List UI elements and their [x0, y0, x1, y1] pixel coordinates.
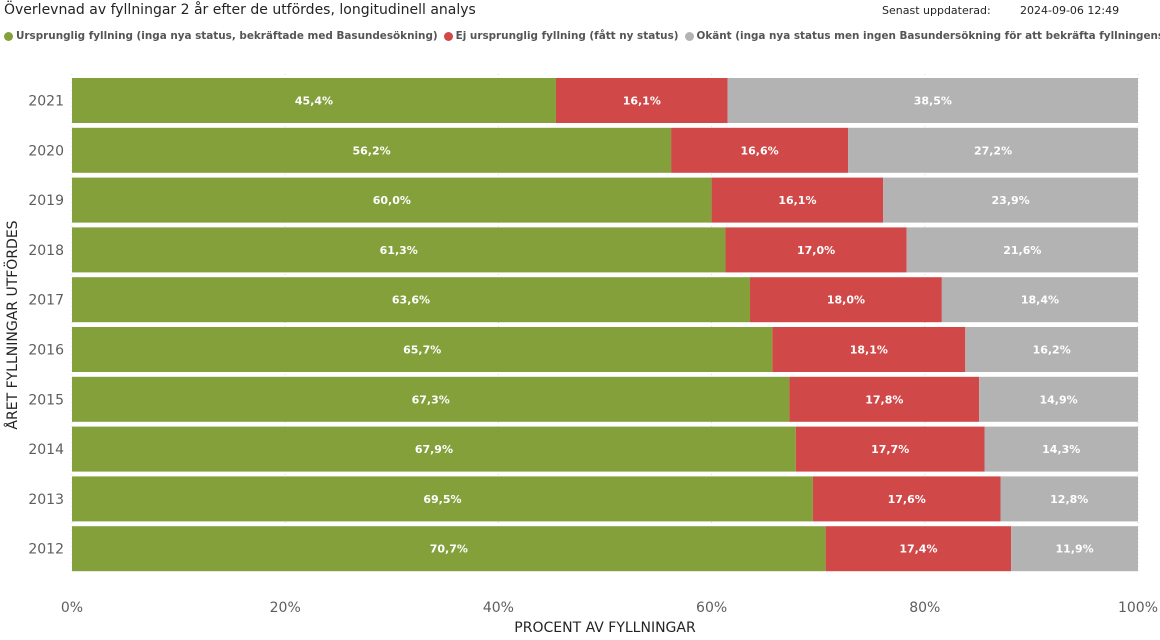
data-label: 17,4%	[899, 543, 937, 556]
data-label: 67,9%	[415, 443, 453, 456]
x-tick-label: 60%	[696, 600, 727, 616]
bar-segment[interactable]	[812, 476, 1001, 522]
bar-segment[interactable]	[72, 376, 790, 422]
x-tick-label: 100%	[1118, 600, 1158, 616]
legend-dot-icon	[4, 31, 13, 41]
bar-segment[interactable]	[749, 277, 942, 323]
y-axis-title: ÅRET FYLLNINGAR UTFÖRDES	[3, 220, 21, 429]
legend-item-not-original-filling[interactable]: Ej ursprunglig fyllning (fått ny status)	[443, 30, 679, 42]
y-tick-labels: 2021 2020 2019 2018 2017 2016 2015 2014 2013 2012	[28, 94, 64, 558]
data-label: 16,2%	[1033, 344, 1071, 357]
chart-title: Överlevnad av fyllningar 2 år efter de u…	[4, 2, 476, 18]
data-label: 18,0%	[827, 294, 865, 307]
data-label: 14,3%	[1042, 443, 1080, 456]
data-label: 17,7%	[871, 443, 909, 456]
bar-segment[interactable]	[72, 227, 726, 273]
data-label: 67,3%	[412, 393, 450, 406]
data-label: 16,1%	[623, 95, 661, 108]
bar-segment[interactable]	[1000, 476, 1138, 522]
y-tick-label: 2017	[28, 293, 64, 309]
x-tick-label: 0%	[61, 600, 83, 616]
bar-segment[interactable]	[883, 177, 1138, 223]
data-label: 65,7%	[403, 344, 441, 357]
bar-segment[interactable]	[984, 426, 1138, 472]
bar-segment[interactable]	[965, 327, 1138, 372]
bar-segment[interactable]	[72, 476, 813, 522]
data-label: 56,2%	[352, 144, 390, 157]
bar-segment[interactable]	[825, 526, 1012, 572]
bar-segment[interactable]	[979, 376, 1138, 422]
data-label: 17,6%	[888, 493, 926, 506]
data-label: 12,8%	[1050, 493, 1088, 506]
data-label: 69,5%	[423, 493, 461, 506]
data-label: 60,0%	[373, 194, 411, 207]
data-label: 21,6%	[1003, 244, 1041, 257]
data-label: 70,7%	[430, 543, 468, 556]
bar-segment[interactable]	[671, 127, 849, 173]
bar-segment[interactable]	[72, 127, 672, 173]
data-label: 16,6%	[740, 144, 778, 157]
legend-item-original-filling[interactable]: Ursprunglig fyllning (inga nya status, b…	[4, 30, 438, 42]
legend-label: Ursprunglig fyllning (inga nya status, b…	[16, 30, 438, 42]
y-tick-label: 2013	[28, 492, 64, 508]
bar-segment[interactable]	[711, 177, 884, 223]
x-axis-title: PROCENT AV FYLLNINGAR	[514, 620, 696, 636]
data-label: 18,4%	[1021, 294, 1059, 307]
bar-segment[interactable]	[725, 227, 907, 273]
x-tick-label: 20%	[270, 600, 301, 616]
data-label: 23,9%	[992, 194, 1030, 207]
bar-segment[interactable]	[1011, 526, 1138, 572]
bar-segment[interactable]	[72, 327, 773, 372]
y-tick-label: 2021	[28, 94, 64, 110]
bar-segment[interactable]	[72, 526, 826, 572]
bar-segment[interactable]	[72, 277, 750, 323]
data-label: 38,5%	[914, 95, 952, 108]
legend-dot-icon	[684, 31, 694, 41]
legend-dot-icon	[443, 31, 453, 41]
x-tick-label: 40%	[483, 600, 514, 616]
bar-segment[interactable]	[72, 78, 556, 123]
bar-segment[interactable]	[72, 426, 796, 472]
data-label: 18,1%	[850, 344, 888, 357]
y-tick-label: 2014	[28, 442, 64, 458]
data-label: 17,0%	[797, 244, 835, 257]
data-label: 16,1%	[778, 194, 816, 207]
legend-item-unknown[interactable]: Okänt (inga nya status men ingen Basunde…	[684, 30, 1160, 42]
y-tick-label: 2019	[28, 193, 64, 209]
y-tick-label: 2016	[28, 343, 64, 359]
chart-legend: Ursprunglig fyllning (inga nya status, b…	[4, 30, 1160, 42]
data-label: 45,4%	[295, 95, 333, 108]
bar-segment[interactable]	[906, 227, 1138, 273]
bar-segment[interactable]	[727, 78, 1138, 123]
y-tick-label: 2020	[28, 143, 64, 159]
data-label: 17,8%	[865, 393, 903, 406]
bar-segment[interactable]	[848, 127, 1138, 173]
y-tick-label: 2015	[28, 392, 64, 408]
y-tick-label: 2018	[28, 243, 64, 259]
bar-segment[interactable]	[555, 78, 728, 123]
legend-label: Okänt (inga nya status men ingen Basunde…	[696, 30, 1160, 42]
last-updated-value: 2024-09-06 12:49	[1020, 4, 1120, 17]
bars: 45,4% 16,1% 38,5% 56,2% 16,6% 27,2% 60,0% 16,1%…	[72, 78, 1138, 572]
bar-segment[interactable]	[72, 177, 712, 223]
bar-segment[interactable]	[795, 426, 985, 472]
data-label: 11,9%	[1055, 543, 1093, 556]
y-tick-label: 2012	[28, 542, 64, 558]
x-tick-labels: 0% 20% 40% 60% 80% 100%	[61, 600, 1158, 616]
bar-segment[interactable]	[789, 376, 980, 422]
legend-label: Ej ursprunglig fyllning (fått ny status)	[455, 30, 679, 42]
bar-segment[interactable]	[772, 327, 966, 372]
x-tick-label: 80%	[909, 600, 940, 616]
last-updated-label: Senast uppdaterad:	[882, 4, 991, 17]
bar-segment[interactable]	[941, 277, 1138, 323]
data-label: 63,6%	[392, 294, 430, 307]
data-label: 61,3%	[380, 244, 418, 257]
data-label: 27,2%	[974, 144, 1012, 157]
data-label: 14,9%	[1039, 393, 1077, 406]
